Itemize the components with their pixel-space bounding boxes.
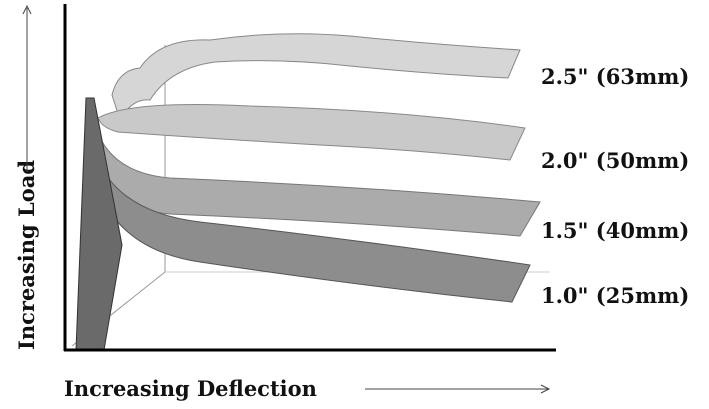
curve-label: 1.0" (25mm) bbox=[541, 283, 689, 308]
curve-label: 2.0" (50mm) bbox=[541, 148, 689, 173]
ribbon bbox=[98, 105, 525, 161]
x-axis-label: Increasing Deflection bbox=[64, 376, 317, 401]
y-axis-label: Increasing Load bbox=[14, 160, 39, 350]
curve-label: 1.5" (40mm) bbox=[541, 218, 689, 243]
curve-label: 2.5" (63mm) bbox=[541, 64, 689, 89]
diagram: 2.5" (63mm) 2.0" (50mm) 1.5" (40mm) 1.0"… bbox=[0, 0, 709, 409]
